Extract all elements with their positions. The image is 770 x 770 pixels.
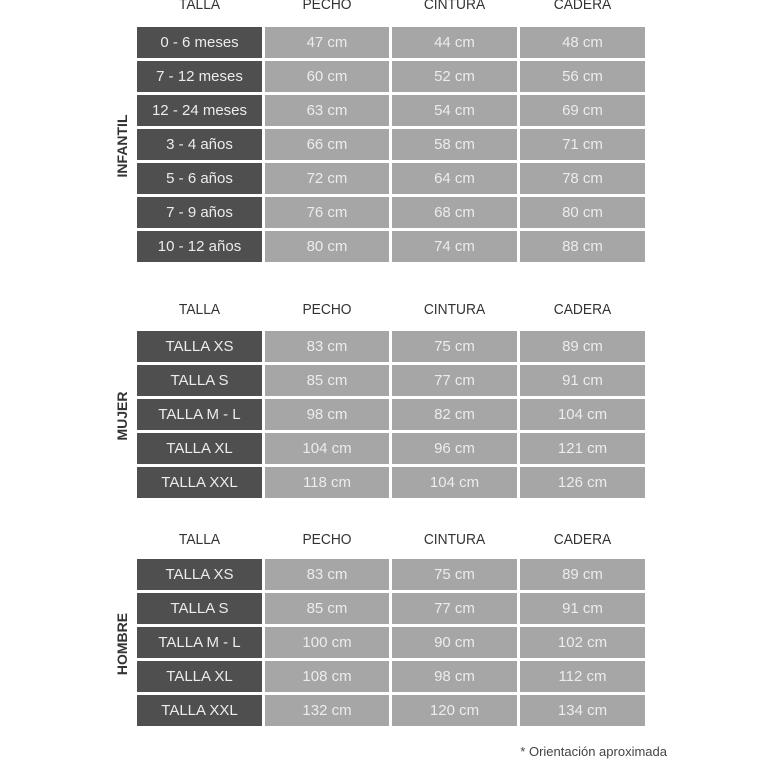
size-cell: TALLA S	[137, 593, 262, 624]
size-cell: TALLA XXL	[137, 467, 262, 498]
cadera-cell: 48 cm	[520, 27, 645, 58]
cadera-cell: 102 cm	[520, 627, 645, 658]
pecho-cell: 66 cm	[265, 129, 389, 160]
cintura-cell: 54 cm	[392, 95, 517, 126]
cintura-cell: 74 cm	[392, 231, 517, 262]
pecho-cell: 63 cm	[265, 95, 389, 126]
pecho-cell: 118 cm	[265, 467, 389, 498]
footnote: * Orientación aproximada	[520, 744, 667, 759]
cintura-cell: 64 cm	[392, 163, 517, 194]
pecho-cell: 47 cm	[265, 27, 389, 58]
header-cintura: CINTURA	[423, 0, 486, 13]
cadera-cell: 56 cm	[520, 61, 645, 92]
pecho-cell: 72 cm	[265, 163, 389, 194]
cintura-cell: 120 cm	[392, 695, 517, 726]
pecho-cell: 108 cm	[265, 661, 389, 692]
cadera-cell: 88 cm	[520, 231, 645, 262]
cadera-cell: 91 cm	[520, 593, 645, 624]
size-cell: 10 - 12 años	[137, 231, 262, 262]
size-cell: TALLA M - L	[137, 627, 262, 658]
pecho-cell: 83 cm	[265, 331, 389, 362]
cadera-cell: 78 cm	[520, 163, 645, 194]
size-cell: 12 - 24 meses	[137, 95, 262, 126]
cintura-cell: 68 cm	[392, 197, 517, 228]
cintura-cell: 90 cm	[392, 627, 517, 658]
pecho-cell: 85 cm	[265, 365, 389, 396]
cadera-cell: 89 cm	[520, 331, 645, 362]
cadera-cell: 69 cm	[520, 95, 645, 126]
size-cell: TALLA XS	[137, 331, 262, 362]
header-pecho: PECHO	[302, 301, 352, 318]
pecho-cell: 98 cm	[265, 399, 389, 430]
size-cell: 3 - 4 años	[137, 129, 262, 160]
size-cell: TALLA S	[137, 365, 262, 396]
header-pecho: PECHO	[302, 0, 352, 13]
header-cadera: CADERA	[553, 531, 612, 548]
cintura-cell: 98 cm	[392, 661, 517, 692]
cintura-cell: 96 cm	[392, 433, 517, 464]
size-cell: TALLA XXL	[137, 695, 262, 726]
cadera-cell: 134 cm	[520, 695, 645, 726]
size-cell: TALLA XL	[137, 661, 262, 692]
header-talla: TALLA	[178, 531, 221, 548]
cintura-cell: 82 cm	[392, 399, 517, 430]
pecho-cell: 80 cm	[265, 231, 389, 262]
pecho-cell: 85 cm	[265, 593, 389, 624]
size-cell: TALLA M - L	[137, 399, 262, 430]
size-cell: TALLA XS	[137, 559, 262, 590]
pecho-cell: 132 cm	[265, 695, 389, 726]
pecho-cell: 100 cm	[265, 627, 389, 658]
cadera-cell: 71 cm	[520, 129, 645, 160]
cadera-cell: 112 cm	[520, 661, 645, 692]
header-cadera: CADERA	[553, 301, 612, 318]
cintura-cell: 75 cm	[392, 559, 517, 590]
size-cell: 7 - 9 años	[137, 197, 262, 228]
section-label: HOMBRE	[114, 612, 130, 676]
pecho-cell: 104 cm	[265, 433, 389, 464]
section-label: INFANTIL	[114, 114, 130, 178]
pecho-cell: 76 cm	[265, 197, 389, 228]
header-pecho: PECHO	[302, 531, 352, 548]
cintura-cell: 104 cm	[392, 467, 517, 498]
cadera-cell: 104 cm	[520, 399, 645, 430]
cadera-cell: 126 cm	[520, 467, 645, 498]
cintura-cell: 77 cm	[392, 365, 517, 396]
header-cintura: CINTURA	[423, 531, 486, 548]
cintura-cell: 77 cm	[392, 593, 517, 624]
cintura-cell: 58 cm	[392, 129, 517, 160]
cintura-cell: 75 cm	[392, 331, 517, 362]
cadera-cell: 80 cm	[520, 197, 645, 228]
cadera-cell: 91 cm	[520, 365, 645, 396]
header-cintura: CINTURA	[423, 301, 486, 318]
header-talla: TALLA	[178, 0, 221, 13]
size-cell: TALLA XL	[137, 433, 262, 464]
size-cell: 7 - 12 meses	[137, 61, 262, 92]
cintura-cell: 52 cm	[392, 61, 517, 92]
cadera-cell: 89 cm	[520, 559, 645, 590]
pecho-cell: 60 cm	[265, 61, 389, 92]
size-cell: 0 - 6 meses	[137, 27, 262, 58]
pecho-cell: 83 cm	[265, 559, 389, 590]
header-talla: TALLA	[178, 301, 221, 318]
cadera-cell: 121 cm	[520, 433, 645, 464]
header-cadera: CADERA	[553, 0, 612, 13]
cintura-cell: 44 cm	[392, 27, 517, 58]
size-cell: 5 - 6 años	[137, 163, 262, 194]
section-label: MUJER	[114, 391, 130, 441]
